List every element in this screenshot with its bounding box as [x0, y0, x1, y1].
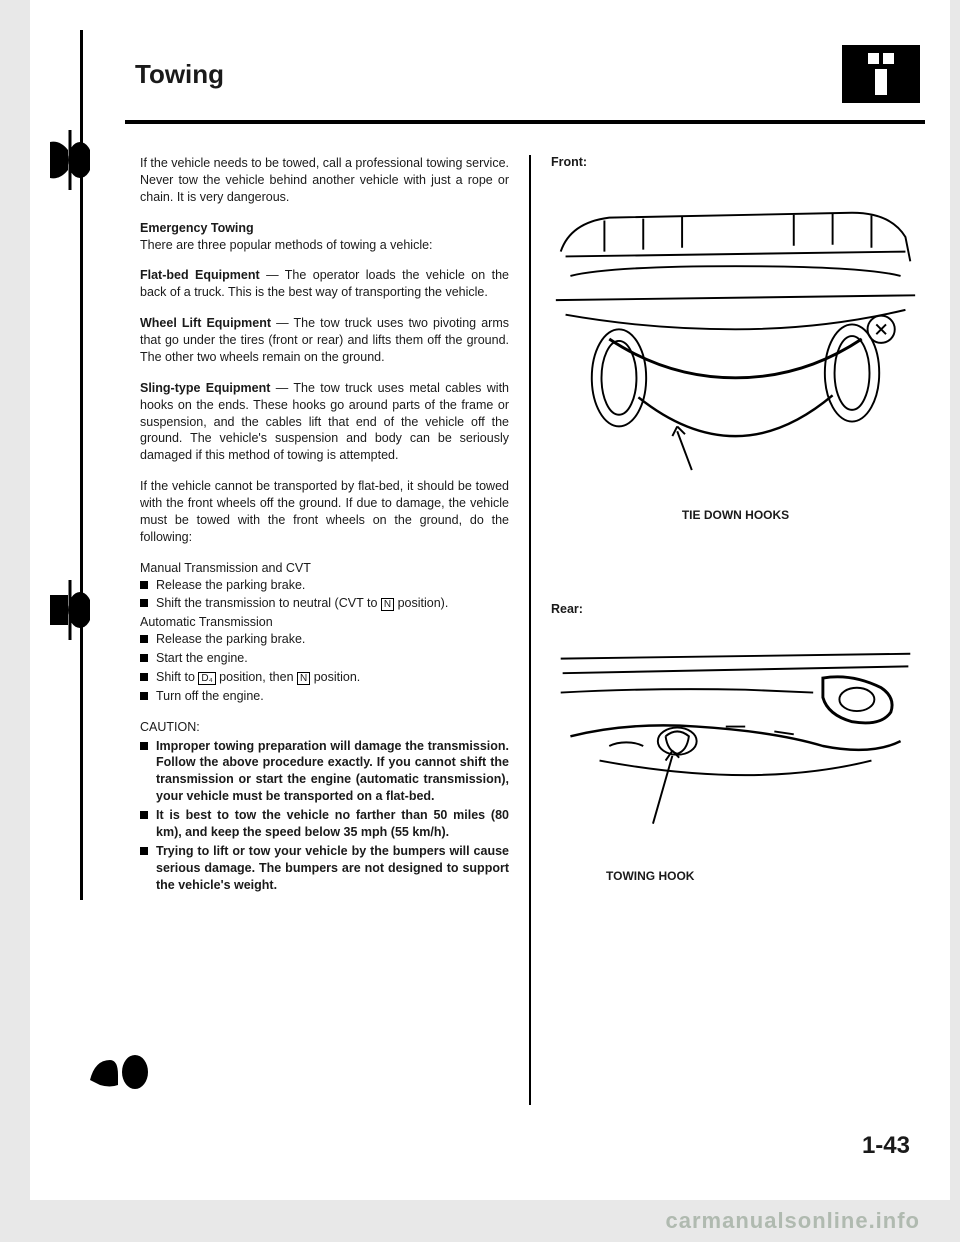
content-columns: If the vehicle needs to be towed, call a… — [140, 155, 920, 1110]
list-item: Improper towing preparation will damage … — [140, 738, 509, 806]
front-diagram — [551, 179, 920, 499]
list-item: It is best to tow the vehicle no farther… — [140, 807, 509, 841]
emergency-block: Emergency Towing There are three popular… — [140, 220, 509, 254]
manual-list: Release the parking brake. Shift the tra… — [140, 577, 509, 613]
header-rule — [125, 120, 925, 124]
list-item: Turn off the engine. — [140, 688, 509, 705]
emergency-heading: Emergency Towing — [140, 221, 254, 235]
intro-para: If the vehicle needs to be towed, call a… — [140, 155, 509, 206]
binder-tab-top — [50, 130, 90, 190]
sling-label: Sling-type Equipment — [140, 381, 270, 395]
list-item: Shift the transmission to neutral (CVT t… — [140, 595, 509, 612]
auto-heading: Automatic Transmission — [140, 614, 509, 631]
manual-heading: Manual Transmission and CVT — [140, 560, 509, 577]
list-item: Shift to D₄ position, then N position. — [140, 669, 509, 686]
rear-diagram — [551, 626, 920, 866]
wheel-label: Wheel Lift Equipment — [140, 316, 271, 330]
watermark: carmanualsonline.info — [666, 1208, 921, 1234]
page: Towing If the vehicle needs to be towed,… — [30, 0, 950, 1200]
column-divider — [529, 155, 531, 1105]
info-badge-icon — [842, 45, 920, 103]
list-item: Release the parking brake. — [140, 631, 509, 648]
list-item: Release the parking brake. — [140, 577, 509, 594]
front-caption: TIE DOWN HOOKS — [551, 508, 920, 522]
caution-heading: CAUTION: — [140, 719, 509, 736]
rear-caption: TOWING HOOK — [606, 869, 920, 883]
binder-tab-middle — [50, 580, 90, 640]
rear-label: Rear: — [551, 602, 920, 616]
front-label: Front: — [551, 155, 920, 169]
auto-list: Release the parking brake. Start the eng… — [140, 631, 509, 705]
list-item: Trying to lift or tow your vehicle by th… — [140, 843, 509, 894]
wheel-para: Wheel Lift Equipment — The tow truck use… — [140, 315, 509, 366]
caution-list: Improper towing preparation will damage … — [140, 738, 509, 894]
cannot-para: If the vehicle cannot be transported by … — [140, 478, 509, 546]
page-title: Towing — [135, 59, 224, 90]
list-item: Start the engine. — [140, 650, 509, 667]
flatbed-label: Flat-bed Equipment — [140, 268, 260, 282]
sling-para: Sling-type Equipment — The tow truck use… — [140, 380, 509, 464]
right-column: Front: — [551, 155, 920, 1110]
page-header: Towing — [135, 45, 920, 103]
left-column: If the vehicle needs to be towed, call a… — [140, 155, 509, 1110]
page-number: 1-43 — [862, 1132, 910, 1160]
flatbed-para: Flat-bed Equipment — The operator loads … — [140, 267, 509, 301]
emergency-intro: There are three popular methods of towin… — [140, 238, 433, 252]
